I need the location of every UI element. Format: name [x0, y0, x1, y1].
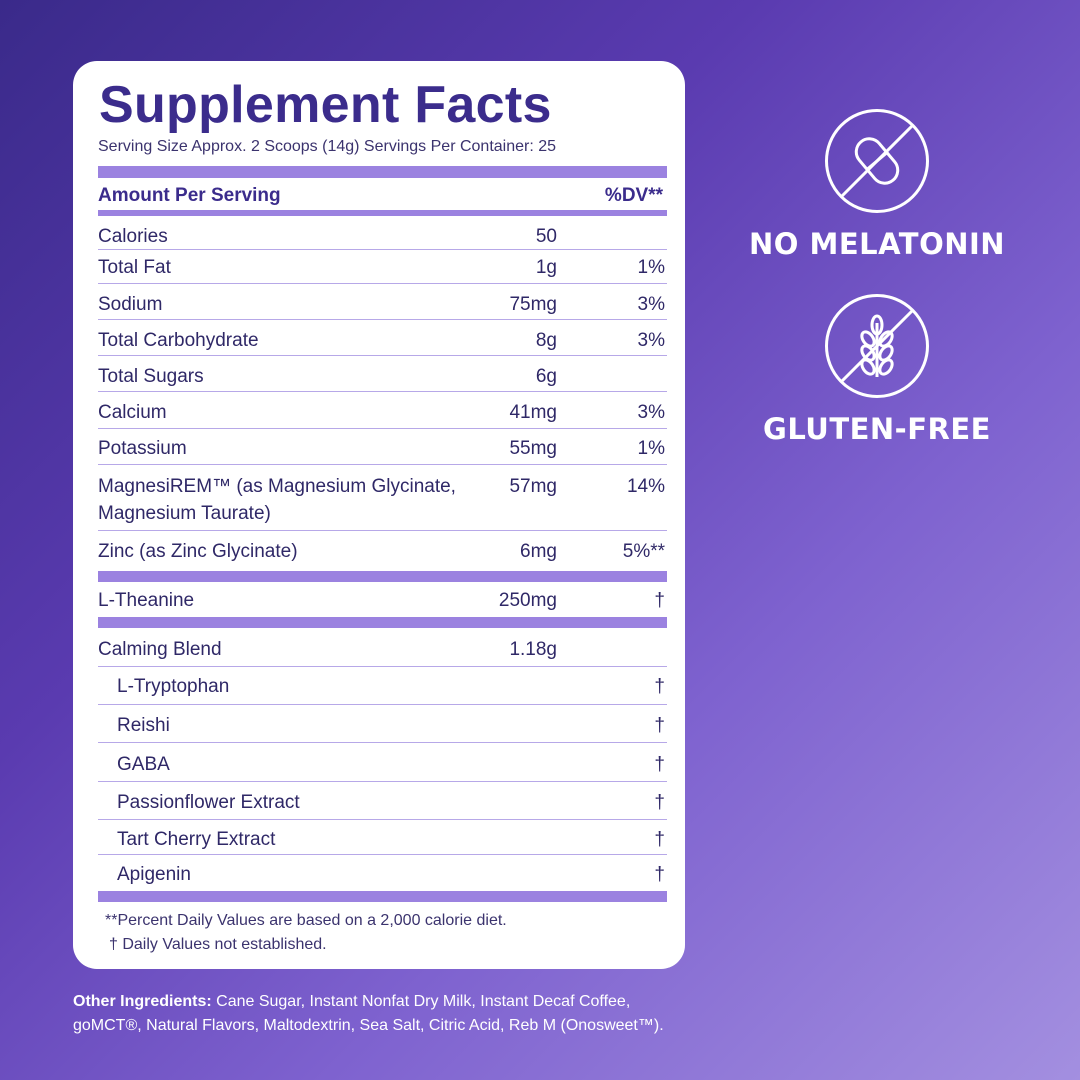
nutrient-amount: 6mg — [520, 541, 557, 562]
nutrient-amount: 8g — [535, 330, 557, 351]
nutrient-amount: 250mg — [498, 590, 557, 611]
row-divider — [98, 742, 667, 743]
row-divider — [98, 530, 667, 531]
header-amount: Amount Per Serving — [98, 185, 281, 206]
row-divider — [98, 854, 667, 855]
row-divider — [98, 781, 667, 782]
footnote-dv: **Percent Daily Values are based on a 2,… — [105, 912, 507, 929]
nutrient-amount: 41mg — [509, 402, 557, 423]
nutrient-dv: 3% — [637, 294, 665, 315]
nutrient-name: Total Sugars — [98, 366, 204, 387]
nutrient-name: Calcium — [98, 402, 167, 423]
serving-info: Serving Size Approx. 2 Scoops (14g) Serv… — [98, 138, 557, 155]
nutrient-dv: 3% — [637, 330, 665, 351]
ingredient-name: Passionflower Extract — [117, 792, 300, 813]
nutrient-amount: 6g — [535, 366, 557, 387]
nutrient-name: Zinc (as Zinc Glycinate) — [98, 541, 298, 562]
nutrient-amount: 50 — [535, 226, 557, 247]
nutrient-amount: 1g — [535, 257, 557, 278]
row-divider — [98, 819, 667, 820]
ingredient-name: GABA — [117, 754, 170, 775]
ingredient-name: Tart Cherry Extract — [117, 829, 276, 850]
blend-name: Calming Blend — [98, 639, 222, 660]
ingredient-dv: † — [654, 792, 665, 813]
ingredient-dv: † — [654, 864, 665, 885]
badge-gluten-free: GLUTEN-FREE — [747, 294, 1007, 446]
ingredient-name: L-Tryptophan — [117, 676, 230, 697]
row-divider — [98, 704, 667, 705]
nutrient-dv: 1% — [637, 438, 665, 459]
badge-label: NO MELATONIN — [748, 227, 1006, 261]
nutrient-name: Calories — [98, 226, 168, 247]
nutrient-name: Total Fat — [98, 257, 171, 278]
blend-amount: 1.18g — [509, 639, 557, 660]
nutrient-dv: 3% — [637, 402, 665, 423]
facts-title: Supplement Facts — [99, 76, 552, 134]
nutrient-name: Sodium — [98, 294, 163, 315]
ingredient-name: Apigenin — [117, 864, 191, 885]
badge-no-melatonin: NO MELATONIN — [747, 109, 1007, 261]
other-ingredients: Other Ingredients: Cane Sugar, Instant N… — [73, 990, 773, 1038]
nutrient-name: MagnesiREM™ (as Magnesium Glycinate, — [98, 476, 456, 497]
no-wheat-icon — [825, 294, 929, 398]
thin-divider — [98, 210, 667, 216]
ingredient-dv: † — [654, 676, 665, 697]
ingredient-dv: † — [654, 829, 665, 850]
header-dv: %DV** — [604, 185, 663, 206]
nutrient-dv: 14% — [626, 476, 665, 497]
nutrient-amount: 55mg — [509, 438, 557, 459]
nutrient-name: Potassium — [98, 438, 187, 459]
row-divider — [98, 283, 667, 284]
row-divider — [98, 355, 667, 356]
row-divider — [98, 428, 667, 429]
thick-divider — [98, 891, 667, 902]
no-pill-icon — [825, 109, 929, 213]
nutrient-dv: 5%** — [622, 541, 665, 562]
nutrient-name: Total Carbohydrate — [98, 330, 259, 351]
thick-divider — [98, 571, 667, 582]
row-divider — [98, 249, 667, 250]
badge-label: GLUTEN-FREE — [763, 412, 991, 446]
ingredient-name: Reishi — [117, 715, 170, 736]
row-divider — [98, 464, 667, 465]
row-divider — [98, 319, 667, 320]
thick-divider — [98, 166, 667, 178]
nutrient-dv: 1% — [637, 257, 665, 278]
nutrient-name-cont: Magnesium Taurate) — [98, 503, 271, 524]
row-divider — [98, 666, 667, 667]
nutrient-name: L-Theanine — [98, 590, 195, 611]
ingredient-dv: † — [654, 715, 665, 736]
footnote-dagger: † Daily Values not established. — [109, 936, 327, 953]
row-divider — [98, 391, 667, 392]
thick-divider — [98, 617, 667, 628]
other-ingredients-line2: goMCT®, Natural Flavors, Maltodextrin, S… — [73, 1017, 664, 1034]
nutrient-amount: 75mg — [509, 294, 557, 315]
nutrient-dv: † — [654, 590, 665, 611]
ingredient-dv: † — [654, 754, 665, 775]
nutrient-amount: 57mg — [509, 476, 557, 497]
other-ingredients-label: Other Ingredients: — [73, 993, 212, 1010]
supplement-facts-panel: Supplement Facts Serving Size Approx. 2 … — [73, 61, 685, 969]
other-ingredients-line1: Cane Sugar, Instant Nonfat Dry Milk, Ins… — [211, 993, 631, 1010]
